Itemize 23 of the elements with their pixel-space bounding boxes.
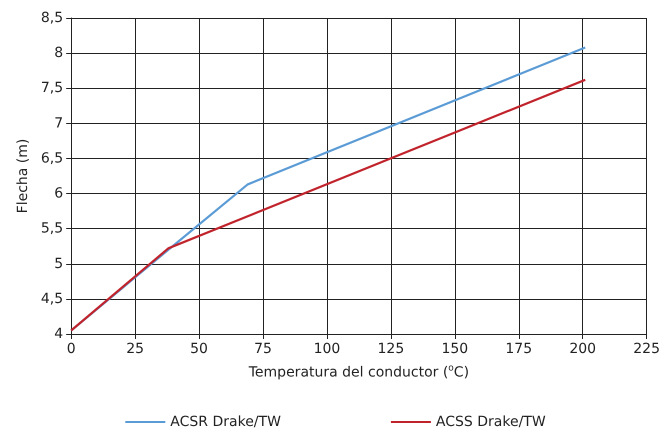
x-tick-label: 150 [441,341,468,357]
y-tick-label: 7,5 [40,80,64,96]
y-tick-label: 8 [54,45,64,62]
x-tick-label: 175 [505,341,532,357]
y-tick-label: 7 [54,115,64,132]
y-tick-label: 5,5 [40,220,64,237]
y-tick-label: 6,5 [40,150,64,166]
x-tick-label: 25 [126,341,144,357]
x-tick-label: 125 [378,341,404,357]
y-tick-label: 6 [54,186,64,202]
x-tick-label: 100 [314,341,340,357]
legend-label: ACSS Drake/TW [436,414,546,430]
y-tick-label: 8,5 [40,10,64,26]
x-tick-label: 75 [254,341,272,357]
y-tick-label: 5 [54,256,64,272]
y-tick-label: 4 [54,326,64,342]
y-axis-title: Flecha (m) [15,138,31,214]
x-tick-label: 200 [569,341,596,357]
x-tick-label: 0 [66,341,76,357]
x-tick-label: 225 [633,341,660,357]
x-tick-label: 50 [190,341,208,357]
legend-label: ACSR Drake/TW [170,414,282,430]
y-tick-label: 4,5 [40,290,64,307]
